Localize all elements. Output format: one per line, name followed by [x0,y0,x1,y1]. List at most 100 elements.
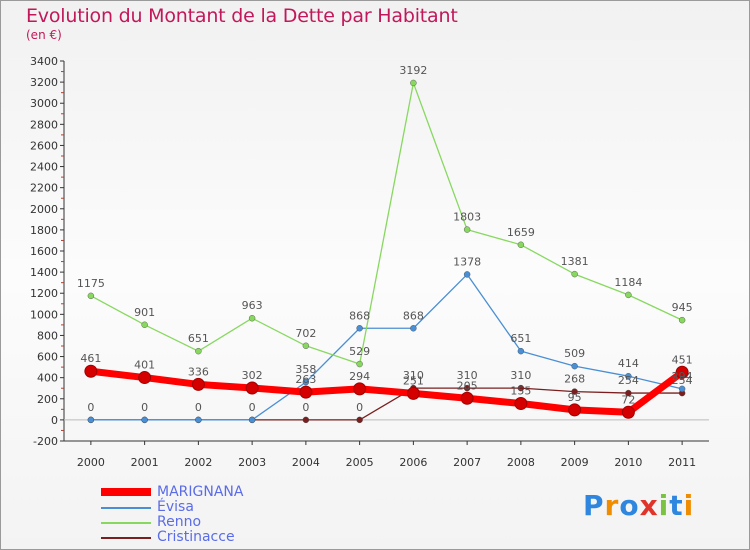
data-label-renno: 1175 [77,277,105,290]
data-label-renno: 1659 [507,226,535,239]
y-tick-label: 1400 [30,266,58,279]
data-label-renno: 1381 [561,255,589,268]
legend-swatch-renno [101,522,151,524]
data-label-renno: 901 [134,306,155,319]
legend-label-renno: Renno [157,514,202,530]
data-label-cristinacce: 310 [457,369,478,382]
data-label-evisa: 294 [672,370,693,383]
logo-letter: o [619,489,640,522]
data-label-marignana: 72 [621,393,635,406]
data-point-renno [463,226,471,233]
y-tick-label: 0 [51,414,58,427]
x-tick-label: 2009 [561,456,589,469]
data-point-evisa [625,372,632,380]
legend-swatch-marignana [101,488,151,496]
data-point-renno [141,321,148,328]
data-point-evisa [678,385,686,393]
data-point-evisa [571,362,578,370]
data-point-evisa [141,416,148,424]
data-label-marignana: 461 [80,352,101,365]
data-label-marignana: 251 [403,374,424,387]
data-point-renno [625,291,632,299]
data-label-marignana: 263 [295,373,316,386]
logo-letter: r [604,489,620,522]
legend-label-evisa: Évisa [157,499,194,515]
legend-swatch-cristinacce [101,537,151,539]
data-point-cristinacce [517,384,525,392]
data-label-renno: 945 [672,301,693,314]
data-label-evisa: 358 [295,363,316,376]
data-point-renno [248,315,256,322]
y-tick-label: 200 [37,393,58,406]
data-point-marignana [514,397,528,411]
data-label-marignana: 451 [672,353,693,366]
logo-letter: i [658,489,670,522]
series-line-evisa [90,273,683,421]
data-label-cristinacce: 254 [672,374,693,387]
data-label-cristinacce: 268 [564,373,585,386]
data-point-renno [195,347,202,355]
series-line-marignana [87,367,686,416]
data-label-cristinacce: 0 [87,401,94,414]
y-tick-label: 2600 [30,139,58,152]
chart-data-labels: 0 0 0 0 0 0 310 310 310 268 254 254 358 868 868 1378 651… [77,64,693,414]
data-label-marignana: 205 [457,379,478,392]
data-label-marignana: 155 [510,385,531,398]
data-label-cristinacce: 0 [249,401,256,414]
x-tick-label: 2011 [668,456,696,469]
data-point-renno [678,316,686,324]
y-tick-label: 800 [37,329,58,342]
data-point-cristinacce [356,416,363,424]
data-point-evisa [302,378,310,386]
chart-series-points [84,79,689,424]
data-label-evisa: 509 [564,347,585,360]
data-label-marignana: 95 [568,391,582,404]
data-point-evisa [517,347,525,355]
data-label-marignana: 401 [134,359,155,372]
data-label-renno: 702 [295,327,316,340]
x-tick-label: 2004 [292,456,320,469]
data-label-evisa: 1378 [453,255,481,268]
y-tick-label: 2000 [30,203,58,216]
data-point-cristinacce [571,388,578,395]
data-point-marignana [245,381,259,395]
data-point-evisa [410,325,417,332]
data-point-evisa [195,416,202,424]
legend-swatch-evisa [101,507,151,509]
legend-label-cristinacce: Cristinacce [157,529,235,545]
data-point-marignana [406,386,420,400]
data-point-marignana [138,371,152,385]
proxiti-logo: Proxiti [583,489,694,522]
y-tick-label: 2400 [30,161,58,174]
y-tick-label: 600 [37,351,58,364]
chart-unit: (en €) [26,28,62,42]
data-label-renno: 3192 [399,64,427,77]
y-tick-label: -200 [33,435,58,448]
data-label-renno: 1803 [453,211,481,224]
data-label-marignana: 336 [188,365,209,378]
data-label-cristinacce: 0 [141,401,148,414]
data-label-cristinacce: 254 [618,374,639,387]
data-label-cristinacce: 310 [403,369,424,382]
y-tick-label: 3200 [30,76,58,89]
data-point-marignana [191,377,205,391]
x-tick-label: 2005 [346,456,374,469]
y-tick-label: 400 [37,372,58,385]
data-point-evisa [87,416,95,424]
y-tick-label: 2200 [30,182,58,195]
data-label-cristinacce: 0 [302,401,309,414]
y-tick-label: 2800 [30,118,58,131]
data-label-renno: 651 [188,332,209,345]
y-tick-label: 3400 [30,55,58,68]
data-label-evisa: 868 [403,309,424,322]
chart-series-lines [87,82,686,421]
logo-letter: x [639,489,659,522]
data-point-marignana [353,382,367,396]
data-point-cristinacce [625,389,632,397]
data-point-marignana [460,391,474,405]
data-point-evisa [463,271,471,278]
data-point-marignana [621,405,635,419]
data-label-cristinacce: 0 [195,401,202,414]
